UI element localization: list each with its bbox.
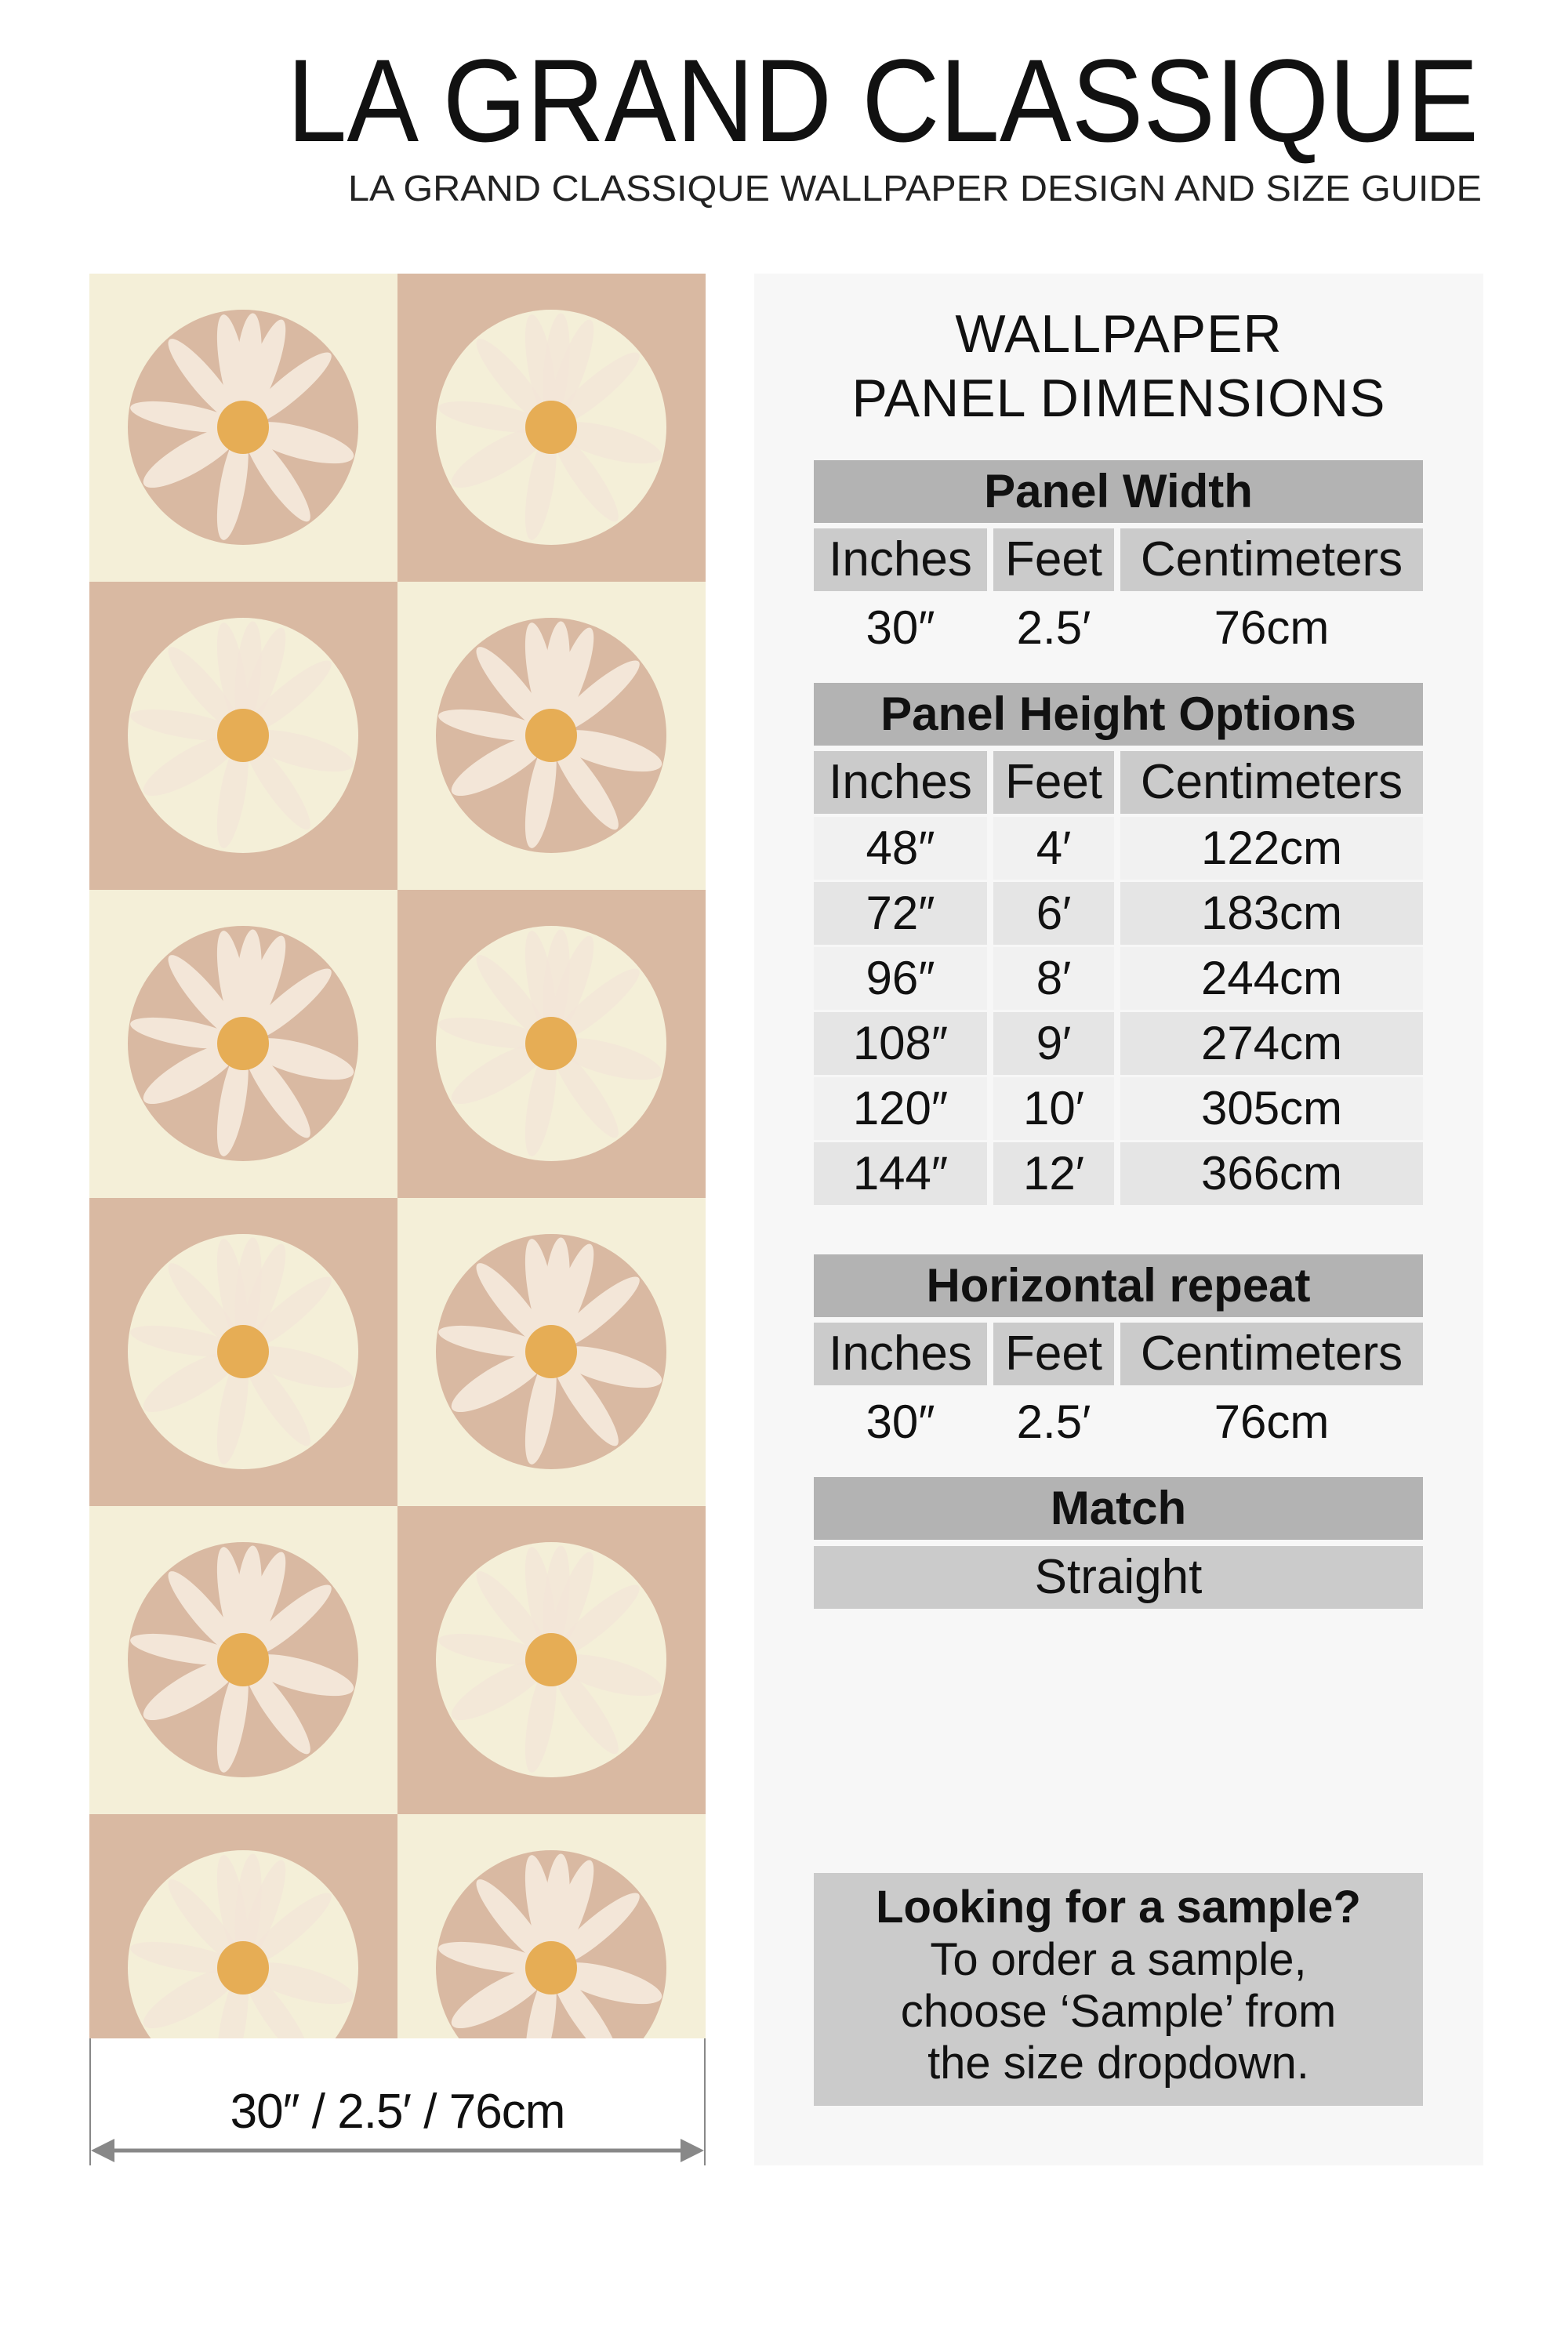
table-row: 144″ 12′ 366cm <box>814 1142 1423 1205</box>
table-row: 72″ 6′ 183cm <box>814 882 1423 945</box>
panel-width-header: Panel Width <box>814 460 1423 523</box>
pattern-tile <box>89 890 397 1198</box>
value-feet: 9′ <box>993 1012 1114 1075</box>
dimension-left-line <box>89 2038 91 2165</box>
sample-info-box: Looking for a sample? To order a sample,… <box>814 1873 1423 2106</box>
value-centimeters: 305cm <box>1120 1077 1423 1140</box>
panel-height-table: Panel Height Options Inches Feet Centime… <box>814 683 1423 1205</box>
wallpaper-pattern-preview <box>89 274 706 2038</box>
brand-title: LA GRAND CLASSIQUE <box>287 34 1479 166</box>
value-inches: 48″ <box>814 817 987 880</box>
daisy-icon <box>397 582 706 890</box>
daisy-icon <box>89 1814 397 2038</box>
value-centimeters: 183cm <box>1120 882 1423 945</box>
col-inches: Inches <box>814 528 987 591</box>
col-feet: Feet <box>993 1323 1114 1385</box>
value-centimeters: 122cm <box>1120 817 1423 880</box>
column-headers: Inches Feet Centimeters <box>814 751 1423 814</box>
value-feet: 10′ <box>993 1077 1114 1140</box>
dimension-right-line <box>704 2038 706 2165</box>
col-inches: Inches <box>814 751 987 814</box>
value-feet: 12′ <box>993 1142 1114 1205</box>
daisy-icon <box>397 1198 706 1506</box>
daisy-icon <box>89 582 397 890</box>
sample-text: To order a sample, <box>930 1934 1307 1985</box>
value-centimeters: 76cm <box>1214 1396 1330 1448</box>
value-centimeters: 244cm <box>1120 947 1423 1010</box>
pattern-tile <box>397 1506 706 1814</box>
value-centimeters: 76cm <box>1214 601 1330 654</box>
value-feet: 2.5′ <box>1016 601 1091 654</box>
value-inches: 144″ <box>814 1142 987 1205</box>
pattern-tile <box>89 1506 397 1814</box>
value-inches: 96″ <box>814 947 987 1010</box>
daisy-icon <box>89 890 397 1198</box>
sample-text: the size dropdown. <box>927 2038 1309 2089</box>
table-row: 48″ 4′ 122cm <box>814 817 1423 880</box>
pattern-tile <box>397 1198 706 1506</box>
width-dimension: 30″ / 2.5′ / 76cm <box>89 2038 706 2165</box>
value-inches: 72″ <box>814 882 987 945</box>
daisy-icon <box>397 1506 706 1814</box>
column-headers: Inches Feet Centimeters <box>814 1323 1423 1385</box>
pattern-tile <box>89 582 397 890</box>
daisy-icon <box>89 274 397 582</box>
title-line: PANEL DIMENSIONS <box>851 368 1386 428</box>
pattern-tile <box>89 274 397 582</box>
col-feet: Feet <box>993 528 1114 591</box>
table-row: 30″ 2.5′ 76cm <box>814 597 1423 659</box>
value-centimeters: 274cm <box>1120 1012 1423 1075</box>
dimension-label: 30″ / 2.5′ / 76cm <box>230 2085 566 2139</box>
daisy-icon <box>397 274 706 582</box>
pattern-tile <box>397 582 706 890</box>
table-row: 120″ 10′ 305cm <box>814 1077 1423 1140</box>
daisy-icon <box>397 890 706 1198</box>
sample-text: choose ‘Sample’ from <box>900 1986 1337 2037</box>
double-arrow-icon <box>91 2139 704 2162</box>
panel-dimensions-title: WALLPAPER PANEL DIMENSIONS <box>754 302 1483 430</box>
match-table: Match Straight <box>814 1477 1423 1609</box>
value-feet: 6′ <box>993 882 1114 945</box>
horizontal-repeat-table: Horizontal repeat Inches Feet Centimeter… <box>814 1254 1423 1454</box>
panel-width-table: Panel Width Inches Feet Centimeters 30″ … <box>814 460 1423 659</box>
height-rows: 48″ 4′ 122cm 72″ 6′ 183cm 96″ 8′ 244cm 108″ 9′ 274c… <box>814 817 1423 1205</box>
header: LA GRAND CLASSIQUE LA GRAND CLASSIQUE WA… <box>287 34 1482 209</box>
pattern-tile <box>89 1814 397 2038</box>
pattern-tile <box>89 1198 397 1506</box>
table-row: 30″ 2.5′ 76cm <box>814 1391 1423 1454</box>
table-row: 96″ 8′ 244cm <box>814 947 1423 1010</box>
col-centimeters: Centimeters <box>1120 528 1423 591</box>
value-inches: 30″ <box>866 601 935 654</box>
col-centimeters: Centimeters <box>1120 751 1423 814</box>
horizontal-repeat-header: Horizontal repeat <box>814 1254 1423 1317</box>
value-feet: 4′ <box>993 817 1114 880</box>
value-feet: 2.5′ <box>1016 1396 1091 1448</box>
value-feet: 8′ <box>993 947 1114 1010</box>
col-feet: Feet <box>993 751 1114 814</box>
value-centimeters: 366cm <box>1120 1142 1423 1205</box>
panel-height-header: Panel Height Options <box>814 683 1423 746</box>
pattern-tile <box>397 890 706 1198</box>
pattern-tile <box>397 274 706 582</box>
col-centimeters: Centimeters <box>1120 1323 1423 1385</box>
daisy-icon <box>89 1198 397 1506</box>
title-line: WALLPAPER <box>955 304 1283 364</box>
sample-title: Looking for a sample? <box>876 1882 1361 1933</box>
match-header: Match <box>814 1477 1423 1540</box>
daisy-icon <box>397 1814 706 2038</box>
daisy-icon <box>89 1506 397 1814</box>
value-inches: 108″ <box>814 1012 987 1075</box>
pattern-tile <box>397 1814 706 2038</box>
table-row: 108″ 9′ 274cm <box>814 1012 1423 1075</box>
panel-dimensions-card: WALLPAPER PANEL DIMENSIONS Panel Width I… <box>754 274 1483 2165</box>
column-headers: Inches Feet Centimeters <box>814 528 1423 591</box>
col-inches: Inches <box>814 1323 987 1385</box>
value-inches: 30″ <box>866 1396 935 1448</box>
value-inches: 120″ <box>814 1077 987 1140</box>
brand-subtitle: LA GRAND CLASSIQUE WALLPAPER DESIGN AND … <box>348 168 1482 209</box>
match-value: Straight <box>814 1546 1423 1609</box>
